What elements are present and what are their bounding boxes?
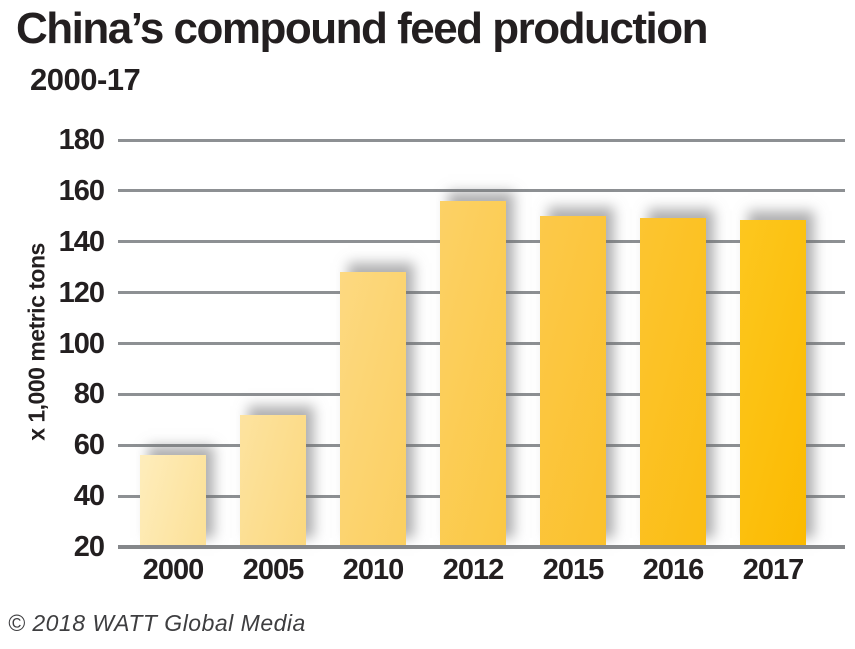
- bar-2000: [140, 455, 206, 547]
- y-tick-label-180: 180: [58, 124, 105, 156]
- gridline-180: [118, 138, 845, 142]
- y-tick-label-60: 60: [73, 429, 105, 462]
- y-tick-label-100: 100: [58, 327, 105, 360]
- plot-area: [118, 138, 845, 549]
- y-tick-labels: 180 160 140 120 100 80 60 40 20: [0, 124, 105, 563]
- bar-2005: [240, 414, 306, 547]
- bar-2010: [340, 272, 406, 547]
- bar-2012: [440, 201, 506, 547]
- x-tick-label-2010: 2010: [342, 554, 405, 586]
- chart-subtitle: 2000-17: [30, 62, 141, 97]
- bar-2016: [640, 217, 706, 547]
- y-tick-label-160: 160: [58, 174, 105, 207]
- y-tick-label-120: 120: [58, 276, 105, 309]
- y-tick-label-40: 40: [73, 480, 105, 513]
- chart-title: China’s compound feed production: [16, 4, 709, 53]
- y-tick-label-20: 20: [73, 531, 105, 563]
- x-tick-label-2017: 2017: [742, 554, 805, 586]
- y-tick-label-80: 80: [73, 378, 105, 411]
- bar-2017: [740, 220, 806, 547]
- x-tick-label-2012: 2012: [442, 554, 505, 586]
- x-axis-baseline: [118, 545, 845, 549]
- bar-2015: [540, 216, 606, 547]
- copyright-credit: © 2018 WATT Global Media: [8, 610, 306, 636]
- x-tick-label-2015: 2015: [542, 554, 605, 586]
- y-tick-label-140: 140: [58, 225, 105, 258]
- gridline-160: [118, 189, 845, 193]
- x-tick-labels: 2000 2005 2010 2012 2015 2016 2017: [118, 554, 845, 594]
- x-tick-label-2000: 2000: [142, 554, 205, 586]
- x-tick-label-2005: 2005: [242, 554, 305, 586]
- x-tick-label-2016: 2016: [642, 554, 705, 586]
